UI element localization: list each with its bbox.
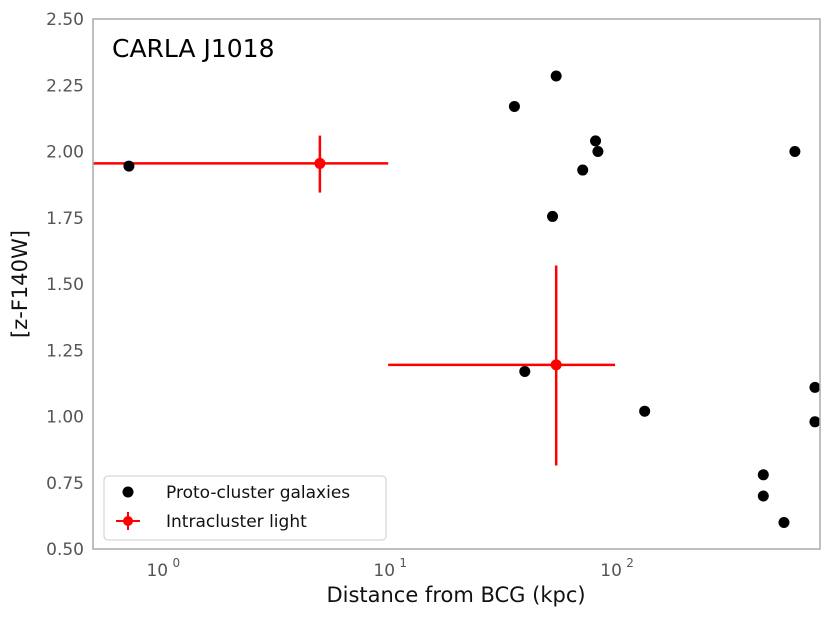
x-tick-exponent: 2 [626,556,634,570]
y-tick-label: 0.75 [46,474,84,494]
galaxy-point [809,381,821,393]
galaxy-point [590,135,602,147]
y-tick-label: 2.25 [46,76,84,96]
galaxy-point [778,517,790,528]
galaxy-point [547,210,559,222]
legend-label-icl: Intracluster light [166,512,307,532]
x-tick-label: 10 [146,561,168,581]
legend-marker-proto-cluster [122,486,134,498]
legend: Proto-cluster galaxies Intracluster ligh… [103,475,387,541]
y-axis-ticks: 0.50 0.75 1.00 1.25 1.50 1.75 2.00 2.25 2.50 [46,10,84,560]
icl-point [550,359,562,371]
legend-label-proto-cluster: Proto-cluster galaxies [166,483,350,503]
galaxy-point [757,490,769,502]
x-tick-label: 10 [600,561,622,581]
intracluster-light-series [93,135,616,466]
x-tick-exponent: 0 [172,556,180,570]
galaxy-point [789,146,801,157]
legend-marker-icl [123,516,133,526]
x-axis-label: Distance from BCG (kpc) [326,583,585,607]
proto-cluster-series [123,70,821,528]
x-tick-exponent: 1 [399,556,407,570]
galaxy-point [550,70,562,82]
y-tick-label: 2.50 [46,10,84,30]
y-tick-label: 1.00 [46,408,84,428]
y-tick-label: 0.50 [46,540,84,560]
galaxy-point [508,100,520,112]
galaxy-point [592,146,604,157]
galaxy-point [639,405,651,417]
x-tick-label: 10 [373,561,395,581]
y-tick-label: 1.75 [46,209,84,229]
y-axis-label: [z-F140W] [8,230,32,338]
chart-title: CARLA J1018 [112,34,274,63]
galaxy-point [757,469,769,481]
y-tick-label: 2.00 [46,143,84,163]
icl-point [314,157,326,169]
legend-box [103,475,387,541]
y-tick-label: 1.50 [46,275,84,295]
plot-frame [92,18,821,550]
y-tick-label: 1.25 [46,341,84,361]
galaxy-point [123,160,135,172]
x-axis-ticks: 10 0 10 1 10 2 [146,556,633,581]
galaxy-point [577,164,589,176]
galaxy-point [809,416,821,428]
galaxy-point [519,365,531,377]
